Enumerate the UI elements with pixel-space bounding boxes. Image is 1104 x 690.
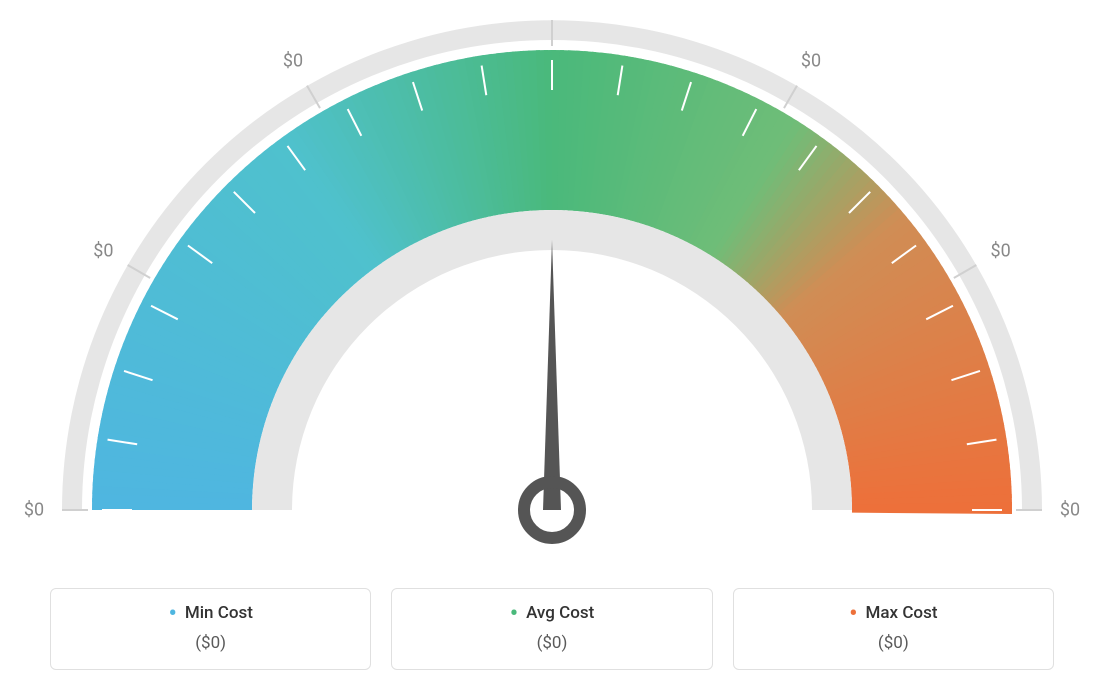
legend-card-min: Min Cost ($0) [50,588,371,670]
gauge-tick-label: $0 [801,51,821,72]
legend-max-value: ($0) [754,633,1033,653]
legend-min-label: Min Cost [168,603,252,623]
gauge-tick-label: $0 [283,51,303,72]
gauge-tick-label: $0 [93,241,113,262]
gauge-tick-label: $0 [24,500,44,521]
legend-row: Min Cost ($0) Avg Cost ($0) Max Cost ($0… [50,588,1054,670]
gauge-tick-label: $0 [990,241,1010,262]
legend-avg-label: Avg Cost [510,603,595,623]
legend-min-value: ($0) [71,633,350,653]
gauge-svg [0,0,1104,560]
legend-max-label: Max Cost [849,603,937,623]
legend-card-max: Max Cost ($0) [733,588,1054,670]
gauge-tick-label: $0 [1060,500,1080,521]
gauge-tick-label: $0 [542,0,562,3]
legend-avg-value: ($0) [412,633,691,653]
gauge-chart: $0 $0 $0 $0 $0 $0 $0 [0,0,1104,560]
legend-card-avg: Avg Cost ($0) [391,588,712,670]
